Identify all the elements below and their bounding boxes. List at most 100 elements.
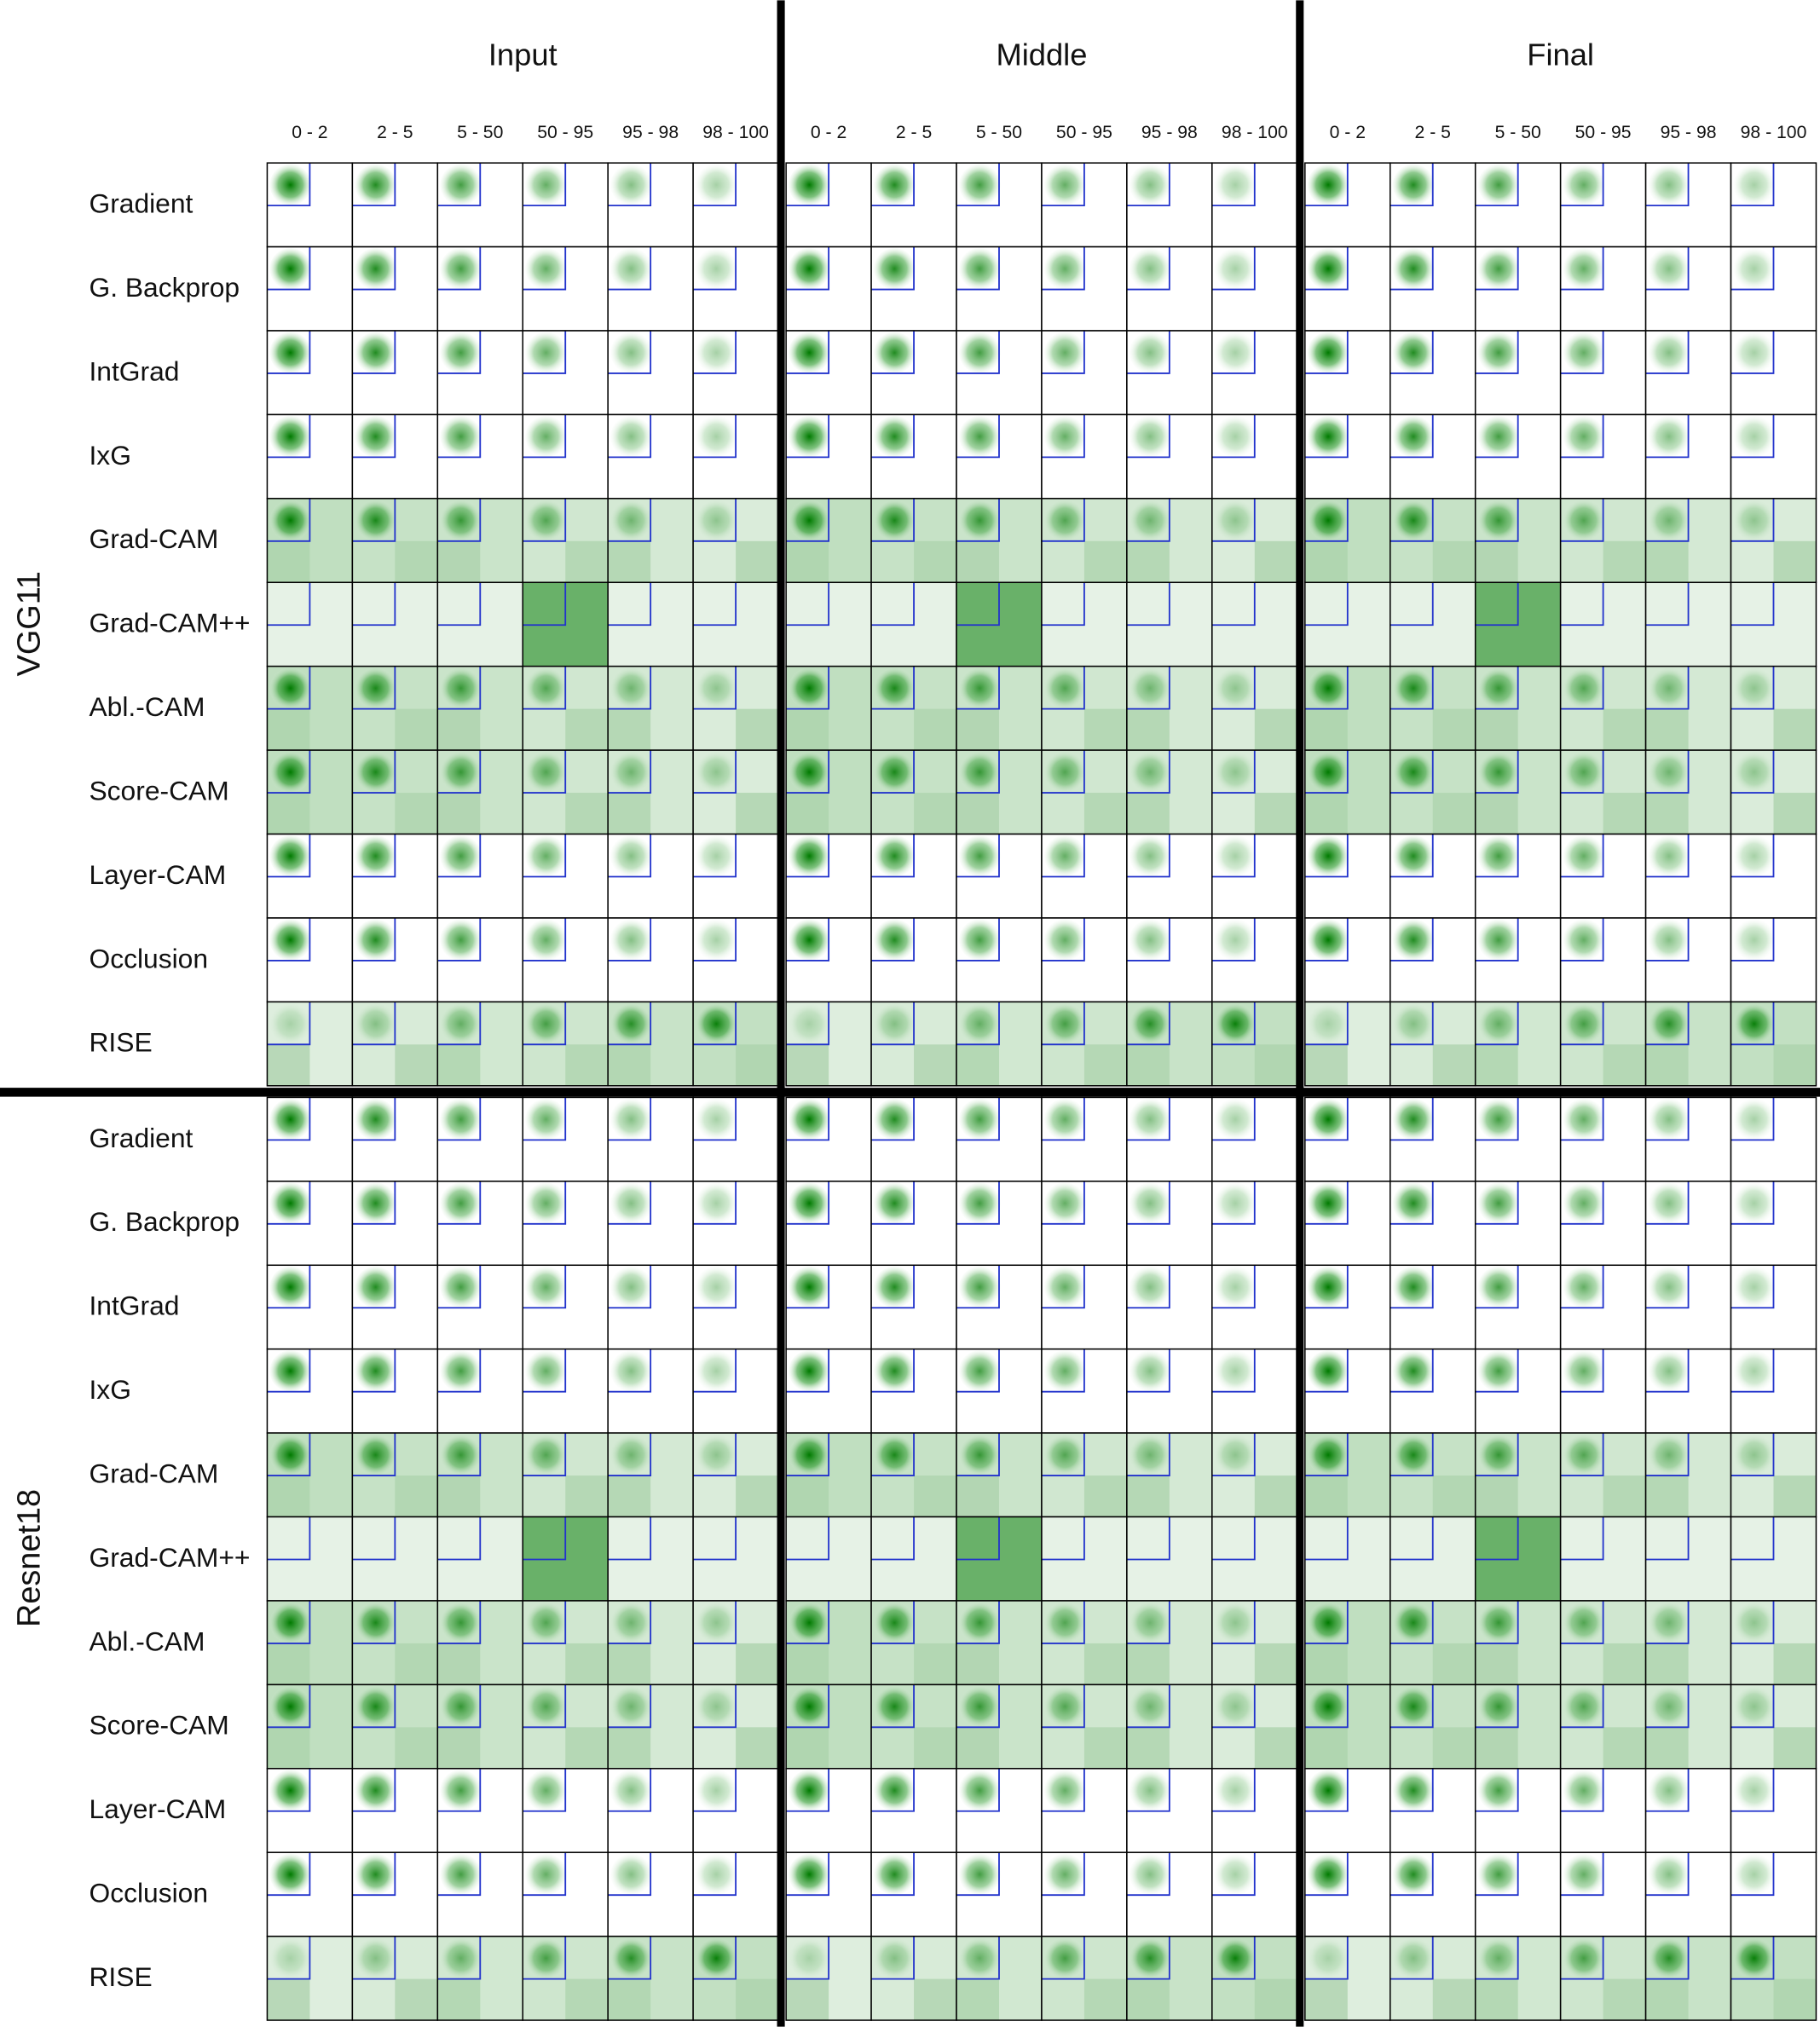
quadrant-box	[523, 750, 567, 794]
heatmap-cell	[266, 1600, 354, 1686]
quadrant-box	[1211, 1097, 1256, 1141]
heatmap-cell	[692, 1181, 779, 1267]
heatmap-cell	[1730, 245, 1817, 332]
blob	[269, 1685, 311, 1728]
blob	[1214, 415, 1257, 458]
heatmap-cell	[1644, 1935, 1732, 2021]
blob	[1733, 751, 1776, 794]
blob	[696, 248, 737, 290]
cell-wash-q	[1432, 1727, 1476, 1769]
blob	[1214, 1350, 1257, 1392]
cell-wash-q	[956, 1044, 999, 1086]
quadrant-box	[1730, 1002, 1775, 1046]
quadrant-box	[1645, 917, 1690, 962]
heatmap-cell	[956, 245, 1043, 332]
quadrant-box	[1645, 330, 1690, 374]
heatmap-cell	[1304, 245, 1391, 332]
quadrant-box	[267, 414, 311, 459]
cell-wash-q	[608, 793, 651, 834]
heatmap-cell	[351, 1001, 439, 1087]
quadrant-box	[1475, 1002, 1519, 1046]
cell-wash-q	[736, 1044, 779, 1086]
cell-wash-q	[1254, 540, 1297, 583]
heatmap-cell	[1041, 1181, 1128, 1267]
heatmap-cell	[956, 917, 1043, 1003]
heatmap-cell	[1304, 1935, 1391, 2021]
quadrant-box	[871, 666, 915, 710]
model-label: Resnet18	[11, 1489, 47, 1627]
heatmap-cell	[1474, 1516, 1562, 1602]
quadrant-box	[871, 582, 915, 627]
heatmap-cell	[956, 330, 1043, 416]
quadrant-box	[352, 163, 396, 207]
heatmap-cell	[692, 245, 779, 332]
blob	[874, 919, 916, 961]
heatmap-cell	[436, 1600, 524, 1686]
heatmap-cell	[266, 245, 354, 332]
cell-border	[1730, 1935, 1817, 2021]
heatmap-cell	[1041, 1683, 1128, 1770]
quadrant-box	[1645, 1348, 1690, 1393]
heatmap-cell	[785, 1264, 872, 1350]
cell-wash-q	[1603, 793, 1646, 834]
heatmap-cell	[1474, 1181, 1562, 1267]
heatmap-cell	[1211, 245, 1298, 332]
cell-wash-q	[914, 1475, 957, 1517]
heatmap-cell	[1644, 1181, 1732, 1267]
heatmap-cell	[1304, 162, 1391, 248]
quadrant-box	[1390, 1936, 1434, 1980]
heatmap-cell	[607, 1432, 694, 1518]
heatmap-cell	[266, 581, 354, 667]
quadrant-box	[1475, 1348, 1519, 1393]
quadrant-box	[352, 1936, 396, 1980]
bin-label: 5 - 50	[457, 123, 503, 142]
cell-wash-q	[1083, 1643, 1127, 1685]
quadrant-box	[1211, 246, 1256, 291]
blob	[1043, 164, 1086, 206]
quadrant-box	[1211, 1684, 1256, 1729]
blob	[1129, 1937, 1171, 1979]
blob	[1563, 415, 1605, 458]
cell-wash-q	[736, 1727, 779, 1769]
quadrant-box	[608, 1181, 652, 1225]
quadrant-box	[1645, 1097, 1690, 1141]
quadrant-box	[1560, 1936, 1604, 1980]
method-label: IxG	[89, 440, 130, 471]
quadrant-box	[956, 1433, 1000, 1476]
blob	[959, 1937, 1001, 1979]
quadrant-box	[1041, 1348, 1085, 1393]
heatmap-cell	[1559, 749, 1647, 835]
blob	[269, 667, 311, 709]
quadrant-box	[1304, 1348, 1349, 1393]
heatmap-cell	[956, 1096, 1043, 1182]
quadrant-box	[956, 1600, 1000, 1644]
blob	[1733, 1434, 1776, 1476]
quadrant-box	[693, 750, 737, 794]
cell-wash-q	[267, 708, 310, 751]
blob	[1733, 1602, 1776, 1643]
quadrant-box	[267, 1684, 311, 1729]
heatmap-cell	[1041, 245, 1128, 332]
heatmap-cell	[692, 330, 779, 416]
heatmap-cell	[1474, 1683, 1562, 1770]
quadrant-box	[871, 1516, 915, 1561]
quadrant-box	[1126, 330, 1170, 374]
heatmap-cell	[956, 1935, 1043, 2021]
quadrant-box	[267, 246, 311, 291]
blob	[1477, 1098, 1520, 1141]
heatmap-cell	[1126, 581, 1213, 667]
heatmap-cell	[1211, 833, 1298, 919]
quadrant-box	[1475, 750, 1519, 794]
quadrant-box	[786, 1768, 830, 1812]
quadrant-box	[523, 1684, 567, 1729]
quadrant-box	[956, 414, 1000, 459]
heatmap-cell	[1730, 498, 1817, 584]
blob	[1563, 1602, 1605, 1643]
quadrant-box	[871, 163, 915, 207]
blob	[1307, 164, 1349, 206]
quadrant-box	[786, 666, 830, 710]
quadrant-box	[608, 163, 652, 207]
heatmap-cell	[522, 498, 609, 584]
blob	[1214, 1002, 1257, 1045]
